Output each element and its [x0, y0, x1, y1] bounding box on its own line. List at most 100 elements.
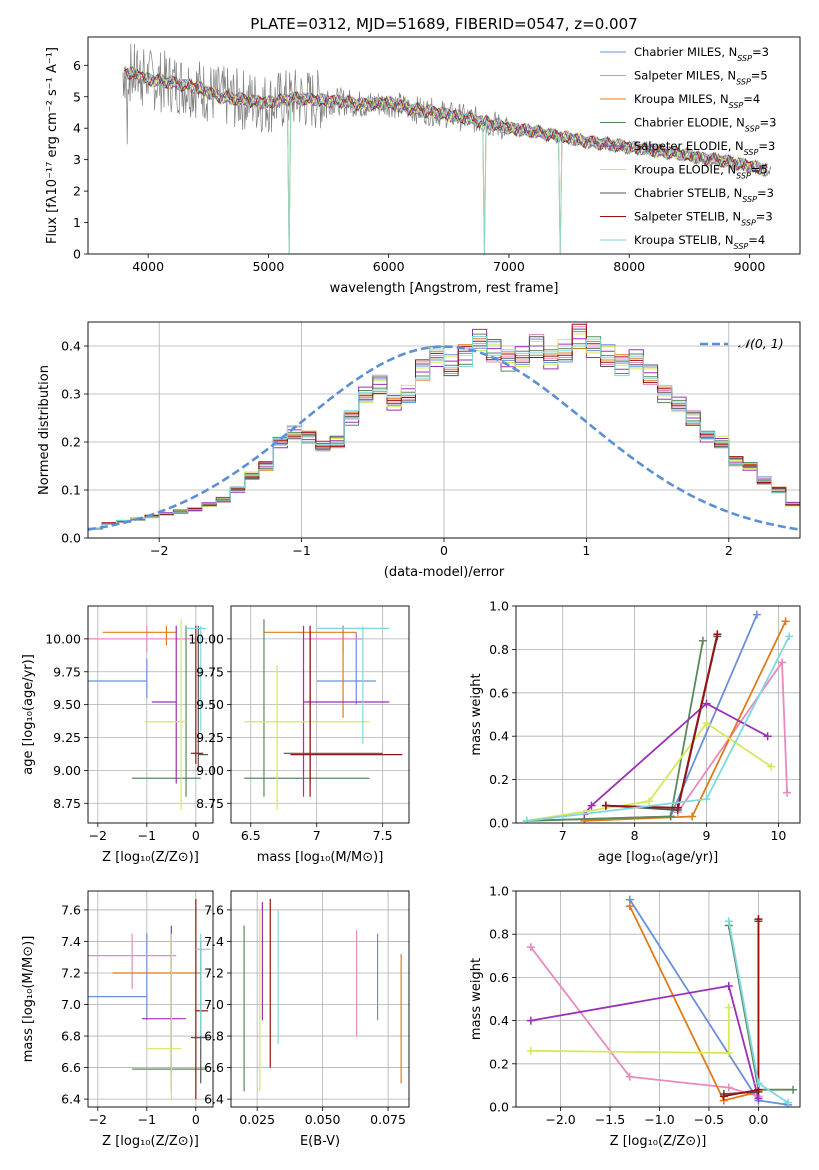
y-tick-label: 9.25: [196, 730, 224, 745]
age-vs-Z-frame: [87, 605, 214, 824]
weight-marker: [673, 803, 682, 812]
x-tick-label: −0.5: [694, 1112, 724, 1127]
residuals-frame: [87, 321, 801, 539]
x-tick-label: 2: [725, 543, 733, 558]
weight-line: [530, 984, 760, 1099]
x-tick-label: 4000: [132, 259, 164, 274]
weight-line: [530, 946, 759, 1098]
x-tick-label: 6000: [373, 259, 405, 274]
x-axis-label: Z [log₁₀(Z/Z⊙)]: [610, 1134, 707, 1149]
x-tick-label: 9000: [734, 259, 766, 274]
weight-line: [526, 614, 758, 822]
weight-vs-Z-series: [526, 895, 798, 1107]
legend-label: Chabrier STELIB, NSSP=3: [634, 186, 774, 204]
x-tick-label: 0: [192, 1112, 200, 1127]
y-axis-label: Flux [fλ10⁻¹⁷ erg cm⁻² s⁻¹ A⁻¹]: [45, 47, 60, 244]
y-tick-label: 0.2: [489, 1056, 509, 1071]
weight-marker: [625, 1072, 634, 1081]
weight-line: [605, 634, 719, 809]
legend-label: Kroupa STELIB, NSSP=4: [634, 233, 765, 251]
y-tick-label: 7.0: [204, 997, 224, 1012]
weight-vs-age-series: [522, 610, 794, 823]
x-tick-label: 6.5: [241, 828, 261, 843]
weight-marker: [522, 816, 531, 823]
x-tick-label: 0: [440, 543, 448, 558]
y-tick-label: 6.6: [204, 1060, 224, 1075]
weight-marker: [702, 795, 711, 804]
y-tick-label: 0.0: [489, 1100, 509, 1115]
weight-marker: [719, 1092, 728, 1101]
y-tick-label: 8.75: [53, 796, 81, 811]
weight-marker: [754, 1079, 763, 1088]
weight-marker: [789, 1085, 798, 1094]
x-tick-label: −1: [138, 1112, 156, 1127]
weight-marker: [713, 630, 722, 639]
age-vs-mass-errorbars: [244, 619, 403, 810]
weight-marker: [763, 732, 772, 741]
weight-line: [526, 721, 772, 822]
x-tick-label: 0.025: [239, 1112, 275, 1127]
x-tick-label: 0.0: [748, 1112, 768, 1127]
weight-marker: [645, 797, 654, 806]
weight-marker: [625, 902, 634, 911]
x-axis-label: mass [log₁₀(M/M⊙)]: [257, 850, 384, 865]
x-tick-label: 8000: [613, 259, 645, 274]
y-axis-label: age [log₁₀(age/yr)]: [21, 654, 36, 775]
y-tick-label: 0.1: [61, 483, 81, 498]
weight-line: [727, 925, 794, 1091]
normal-legend-label: 𝒩(0, 1): [738, 336, 784, 351]
weight-marker: [752, 610, 761, 619]
x-tick-label: 9: [703, 828, 711, 843]
weight-marker: [526, 943, 535, 952]
y-tick-label: 0.4: [489, 1013, 509, 1028]
weight-vs-age-axes: 7 8 9 10 0.0 0.2 0.4 0.6 0.8 1.0 age [log₁₀(age/yr…: [469, 599, 800, 865]
x-axis-label: (data-model)/error: [384, 565, 505, 580]
weight-marker: [767, 762, 776, 771]
y-tick-label: 0.6: [489, 970, 509, 985]
y-tick-label: 9.75: [53, 664, 81, 679]
y-tick-label: 8.75: [196, 796, 224, 811]
spectrum-axes: 4000 5000 6000 7000 8000 9000 0 1 2 3 4 5 6 wavelengt…: [45, 47, 765, 296]
x-tick-label: −1.5: [595, 1112, 625, 1127]
weight-line: [583, 702, 769, 815]
y-tick-label: 0.3: [61, 387, 81, 402]
x-tick-label: −2: [89, 1112, 107, 1127]
mass-vs-Z-frame: [87, 890, 214, 1108]
weight-vs-Z-axes: −2.0 −1.5 −1.0 −0.5 0.0 0.0 0.2 0.4 0.6 0.8 1.0 Z […: [469, 884, 800, 1149]
residuals-axes: −2 −1 0 1 2 0.0 0.1 0.2 0.3 0.4 (data-model)/error…: [37, 322, 800, 580]
age-vs-Z-errorbars: [88, 619, 209, 810]
y-tick-label: 0: [73, 247, 81, 262]
x-tick-label: −2.0: [545, 1112, 575, 1127]
y-tick-label: 1: [73, 215, 81, 230]
weight-marker: [526, 1016, 535, 1025]
y-tick-label: 0.6: [489, 685, 509, 700]
y-axis-label: mass weight: [469, 958, 484, 1040]
x-tick-label: 7: [313, 828, 321, 843]
y-tick-label: 7.4: [204, 934, 224, 949]
weight-marker: [785, 632, 794, 641]
y-tick-label: 0.0: [489, 816, 509, 831]
model-spectrum-chabrier-elodie: [123, 65, 768, 178]
mass-vs-ebv-axes: 0.025 0.050 0.075 6.4 6.6 6.8 7.0 7.2 7.4 7.6 E(B-…: [204, 891, 409, 1149]
y-tick-label: 7.4: [61, 934, 81, 949]
weight-marker: [724, 1049, 733, 1057]
hist-salpeter-elodie: [88, 328, 800, 529]
x-tick-label: −2: [89, 828, 107, 843]
weight-marker: [754, 915, 763, 924]
weight-marker: [702, 699, 711, 708]
age-vs-mass-axes: 6.5 7 7.5 8.75 9.00 9.25 9.50 9.75 10.00 mass [lo…: [188, 606, 409, 865]
y-tick-label: 0.0: [61, 531, 81, 546]
y-tick-label: 9.25: [53, 730, 81, 745]
mass-vs-Z-errorbars: [88, 898, 211, 1100]
y-tick-label: 6.6: [61, 1060, 81, 1075]
y-tick-label: 6.8: [204, 1029, 224, 1044]
y-tick-label: 5: [73, 89, 81, 104]
model-spectrum-salpeter-stelib: [123, 69, 768, 174]
y-tick-label: 2: [73, 184, 81, 199]
x-tick-label: −2: [150, 543, 168, 558]
weight-marker: [784, 1098, 793, 1107]
y-tick-label: 7.2: [204, 965, 224, 980]
weight-marker: [724, 1003, 733, 1012]
y-tick-label: 10.00: [188, 631, 224, 646]
hist-chabrier-elodie: [88, 333, 800, 529]
